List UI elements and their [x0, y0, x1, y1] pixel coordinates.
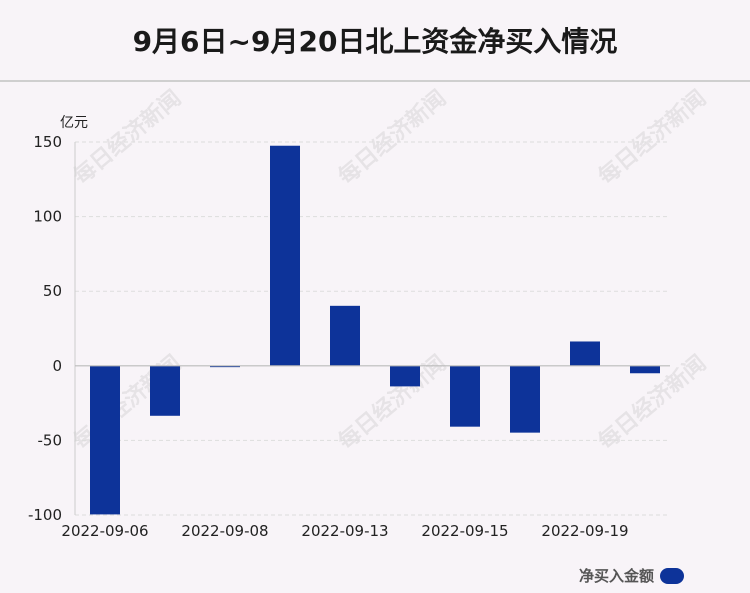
bar [450, 365, 480, 427]
y-tick-label: -100 [28, 506, 62, 524]
x-tick-label: 2022-09-06 [61, 522, 148, 540]
y-tick-label: 0 [52, 357, 62, 375]
chart-title: 9月6日~9月20日北上资金净买入情况 [132, 25, 618, 58]
y-tick-label: 150 [33, 133, 62, 151]
x-tick-label: 2022-09-19 [541, 522, 628, 540]
bar [210, 365, 240, 368]
x-tick-label: 2022-09-13 [301, 522, 388, 540]
bar [630, 365, 660, 374]
title-divider [0, 80, 750, 82]
bar [390, 365, 420, 387]
bar [150, 365, 180, 416]
bar [90, 365, 120, 515]
y-tick-label: -50 [38, 431, 63, 449]
legend: 净买入金额 [579, 565, 684, 586]
legend-swatch [660, 567, 684, 584]
bar [510, 365, 540, 433]
bar [270, 145, 300, 366]
y-tick-label: 50 [43, 282, 62, 300]
bar [570, 341, 600, 366]
bar [330, 305, 360, 366]
x-tick-label: 2022-09-15 [421, 522, 508, 540]
x-tick-label: 2022-09-08 [181, 522, 268, 540]
y-tick-label: 100 [33, 208, 62, 226]
legend-label: 净买入金额 [578, 567, 654, 585]
y-axis-unit-label: 亿元 [60, 115, 88, 131]
